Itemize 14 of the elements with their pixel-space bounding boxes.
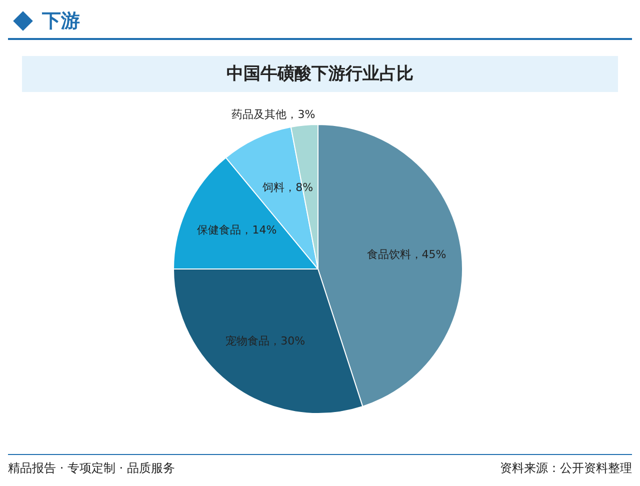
chart-title: 中国牛磺酸下游行业占比 — [22, 56, 618, 92]
text: 精品报告 · 专项定制 · 品质服务 — [8, 460, 175, 477]
slice-label: 保健食品 — [197, 224, 242, 237]
slice-label: 宠物食品 — [226, 334, 270, 348]
data-label: ，3% — [286, 108, 316, 122]
text: 下游 — [42, 9, 80, 34]
slice-label: 药品及其他 — [232, 108, 287, 122]
slice-label: 饲料 — [262, 180, 285, 194]
data-label: ，14% — [241, 224, 277, 237]
text: 资料来源：公开资料整理 — [500, 460, 632, 477]
data-label: ，8% — [284, 180, 314, 194]
data-label: ，30% — [270, 334, 306, 348]
slice-label: 食品饮料 — [366, 248, 411, 261]
data-label: ，45% — [410, 248, 446, 261]
